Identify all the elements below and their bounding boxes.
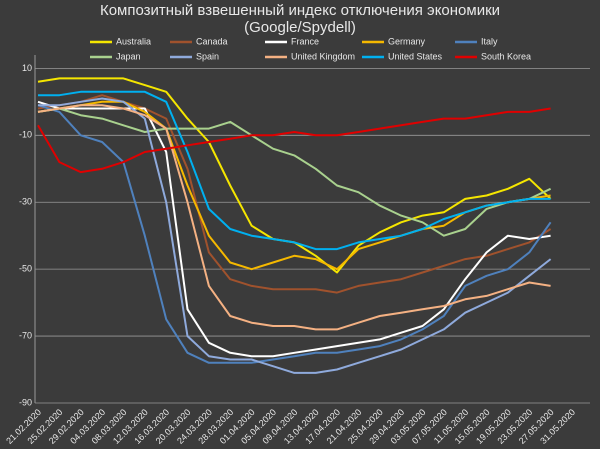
series-line <box>38 90 551 251</box>
legend-label: Australia <box>116 36 151 46</box>
y-tick-label: -30 <box>19 197 32 207</box>
series-line <box>38 97 552 374</box>
legend-label: Italy <box>481 36 498 46</box>
y-tick-label: -70 <box>19 330 32 340</box>
series-line <box>37 107 551 174</box>
series-line <box>37 107 552 237</box>
legend-label: Spain <box>196 51 219 61</box>
y-tick-label: 10 <box>22 63 32 73</box>
chart-subtitle: (Google/Spydell) <box>244 19 356 36</box>
chart-title: Композитный взвешенный индекс отключения… <box>100 2 500 19</box>
y-tick-label: -90 <box>19 397 32 407</box>
legend-label: United States <box>388 51 443 61</box>
legend-label: France <box>291 36 319 46</box>
legend-label: Canada <box>196 36 228 46</box>
legend-label: Japan <box>116 51 141 61</box>
legend-label: United Kingdom <box>291 51 355 61</box>
legend-label: Germany <box>388 36 426 46</box>
y-tick-label: -50 <box>19 264 32 274</box>
legend-label: South Korea <box>481 51 531 61</box>
y-tick-label: -10 <box>19 130 32 140</box>
series-line <box>37 104 551 331</box>
